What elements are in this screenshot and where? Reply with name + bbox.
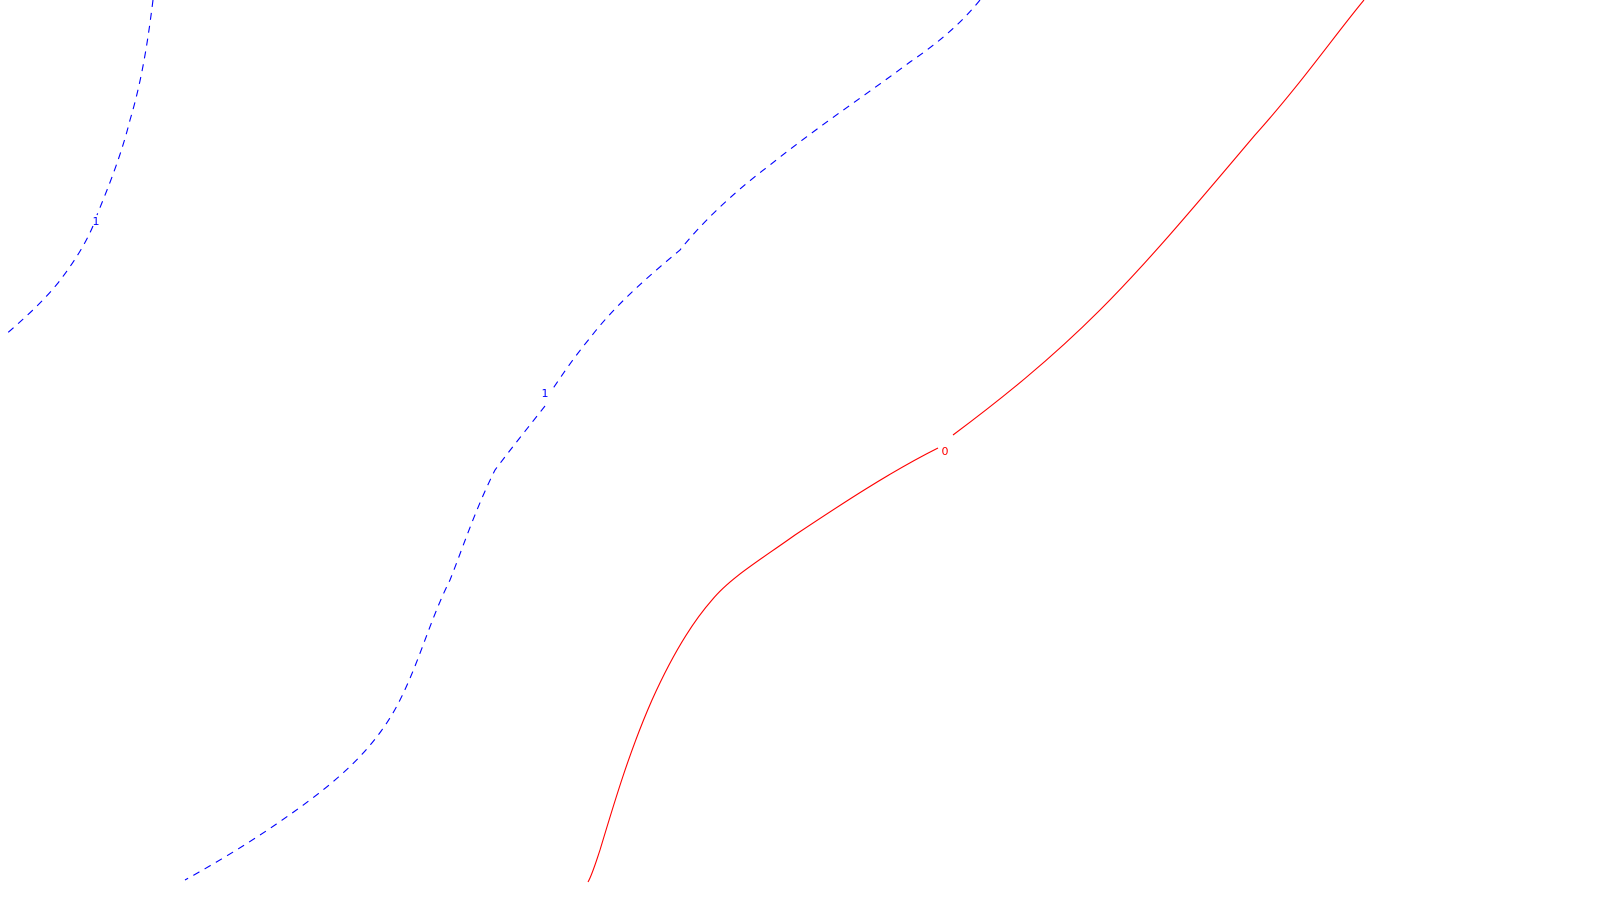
contour-label-1-left: 1 [93, 215, 100, 228]
contour-line-0 [587, 0, 1365, 883]
contour-line-1-middle [184, 0, 981, 881]
contour-label-0: 0 [942, 445, 949, 458]
contour-label-1-middle: 1 [542, 387, 549, 400]
contour-line-1-left [3, 0, 154, 337]
